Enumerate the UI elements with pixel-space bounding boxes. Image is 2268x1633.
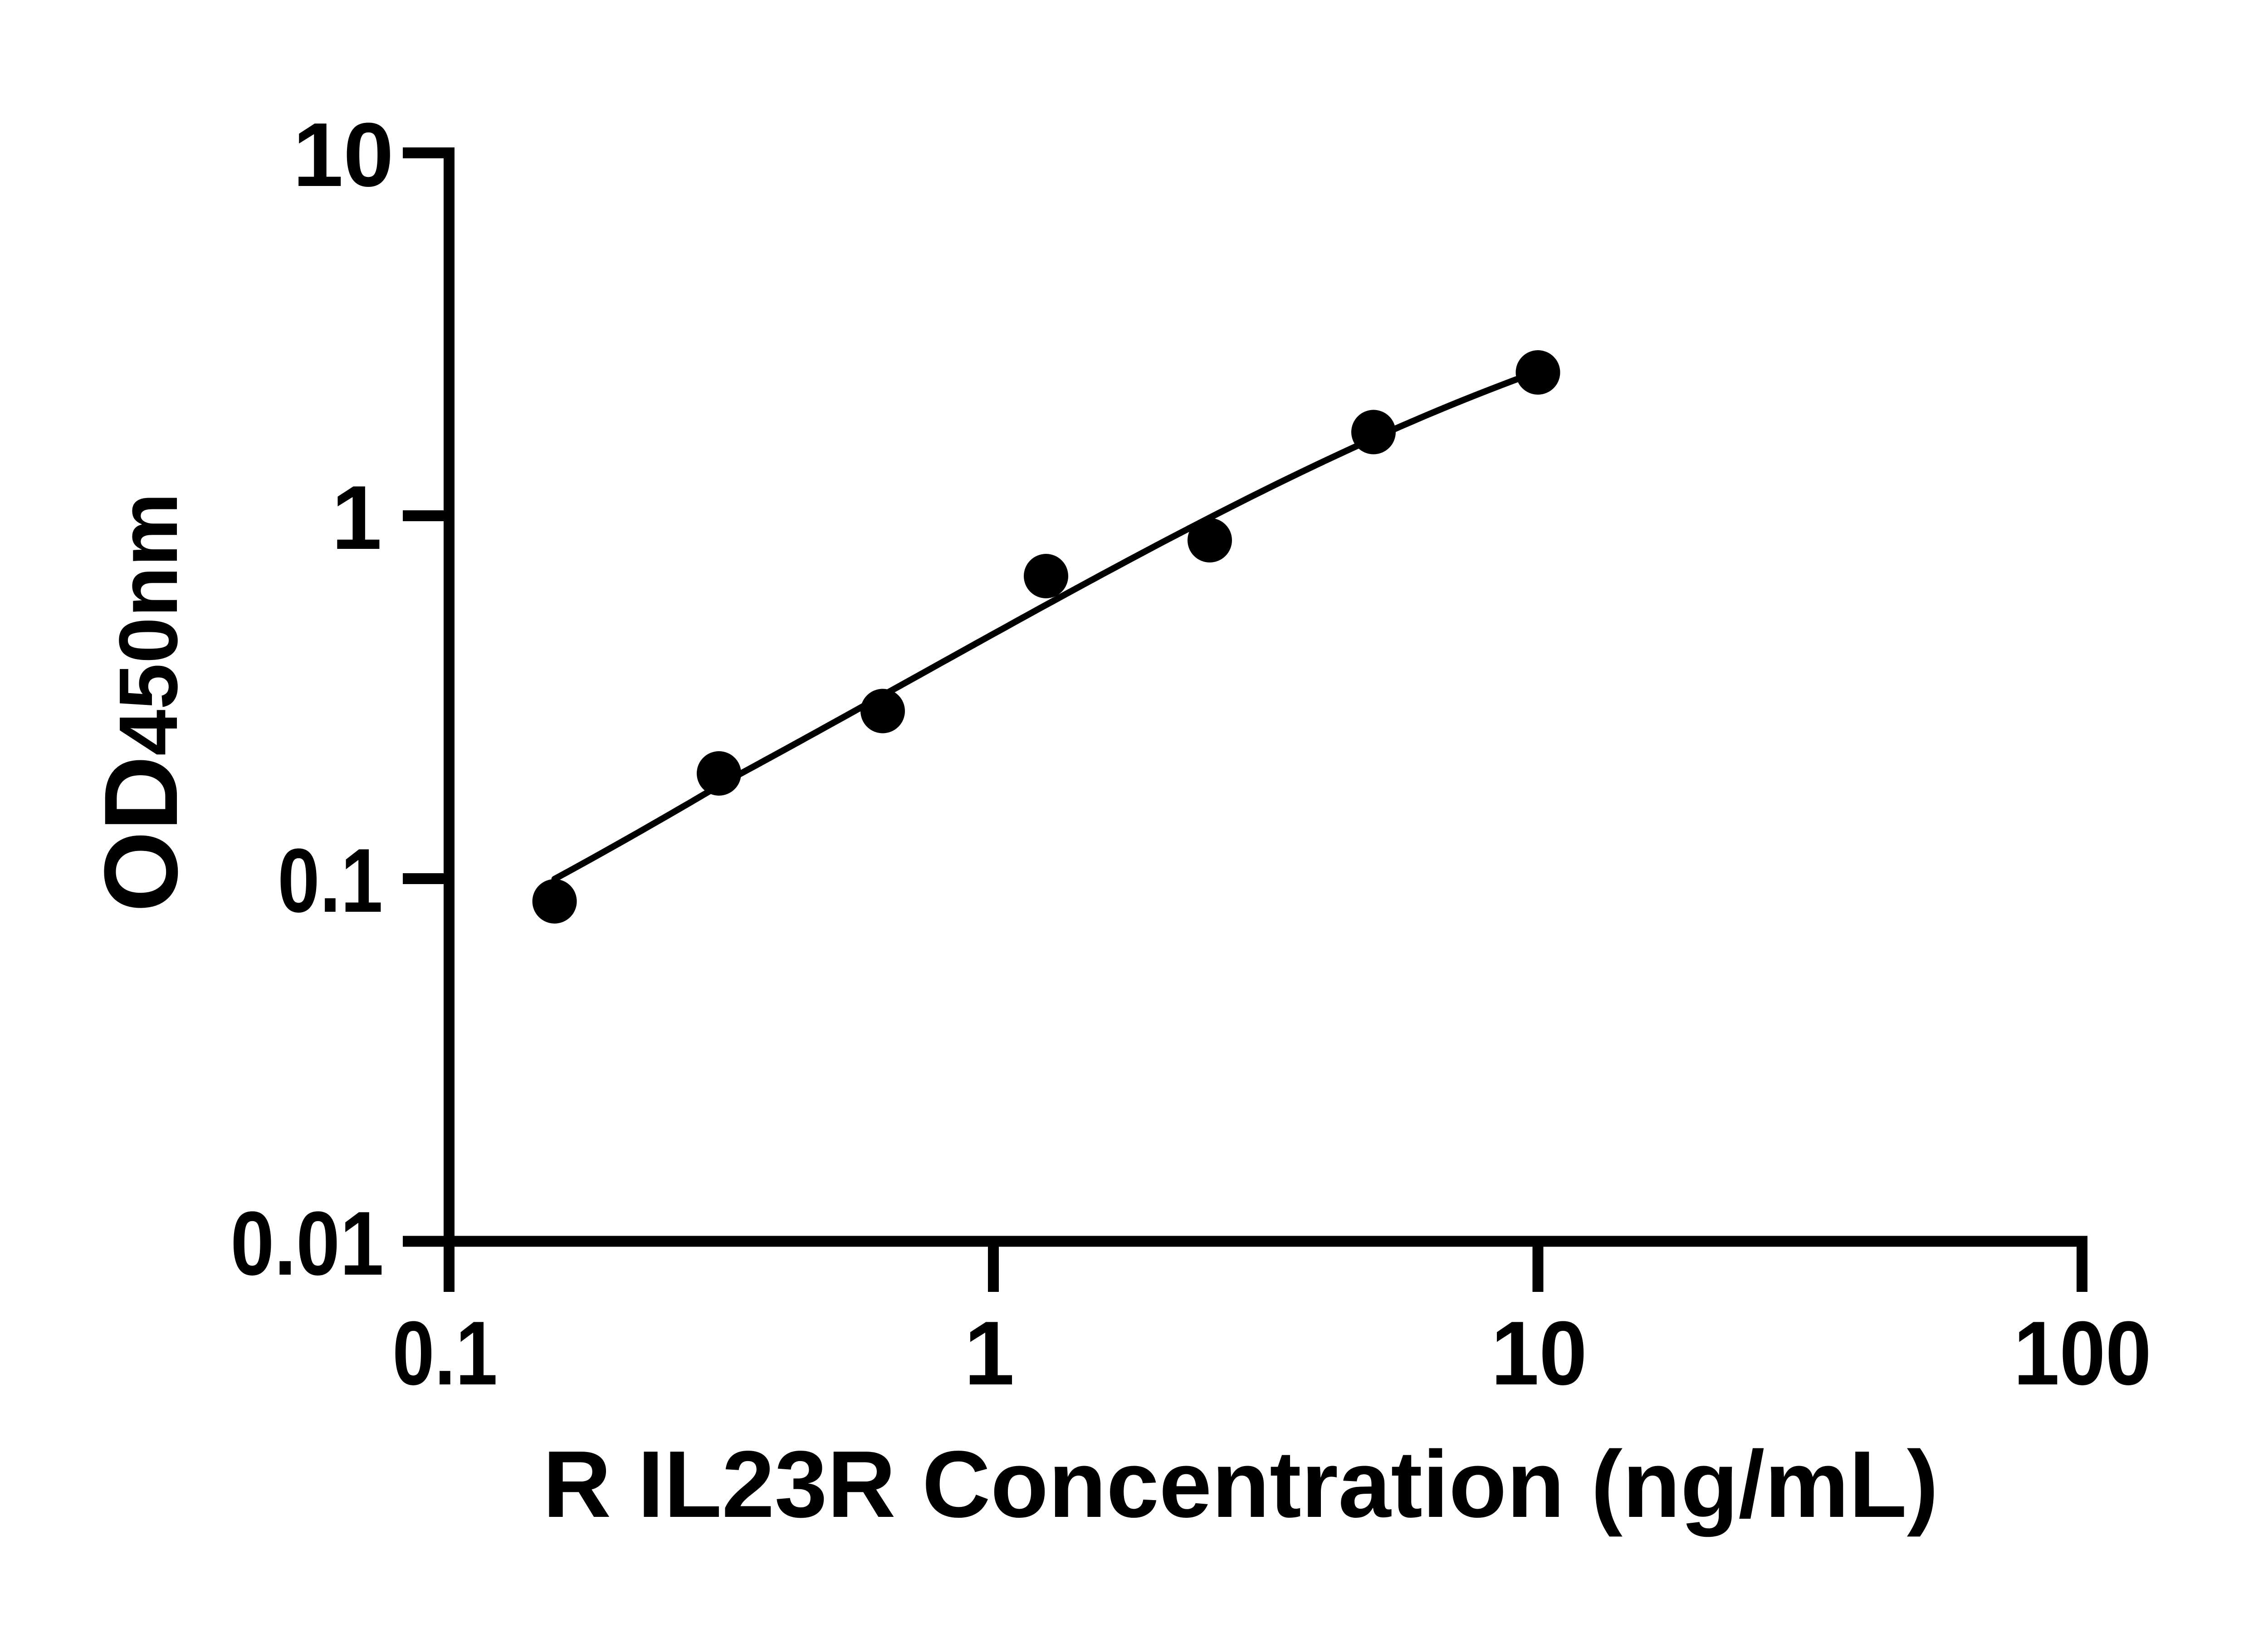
svg-text:0.1: 0.1	[278, 830, 383, 931]
svg-text:0.1: 0.1	[392, 1303, 498, 1404]
svg-text:10: 10	[293, 104, 394, 205]
svg-text:OD450nm: OD450nm	[83, 493, 199, 912]
svg-text:1: 1	[332, 467, 382, 568]
svg-text:10: 10	[1491, 1303, 1587, 1404]
svg-text:R IL23R Concentration (ng/mL): R IL23R Concentration (ng/mL)	[543, 1432, 1939, 1537]
svg-text:100: 100	[2014, 1303, 2151, 1404]
svg-text:1: 1	[964, 1303, 1014, 1404]
svg-text:0.01: 0.01	[230, 1193, 384, 1294]
